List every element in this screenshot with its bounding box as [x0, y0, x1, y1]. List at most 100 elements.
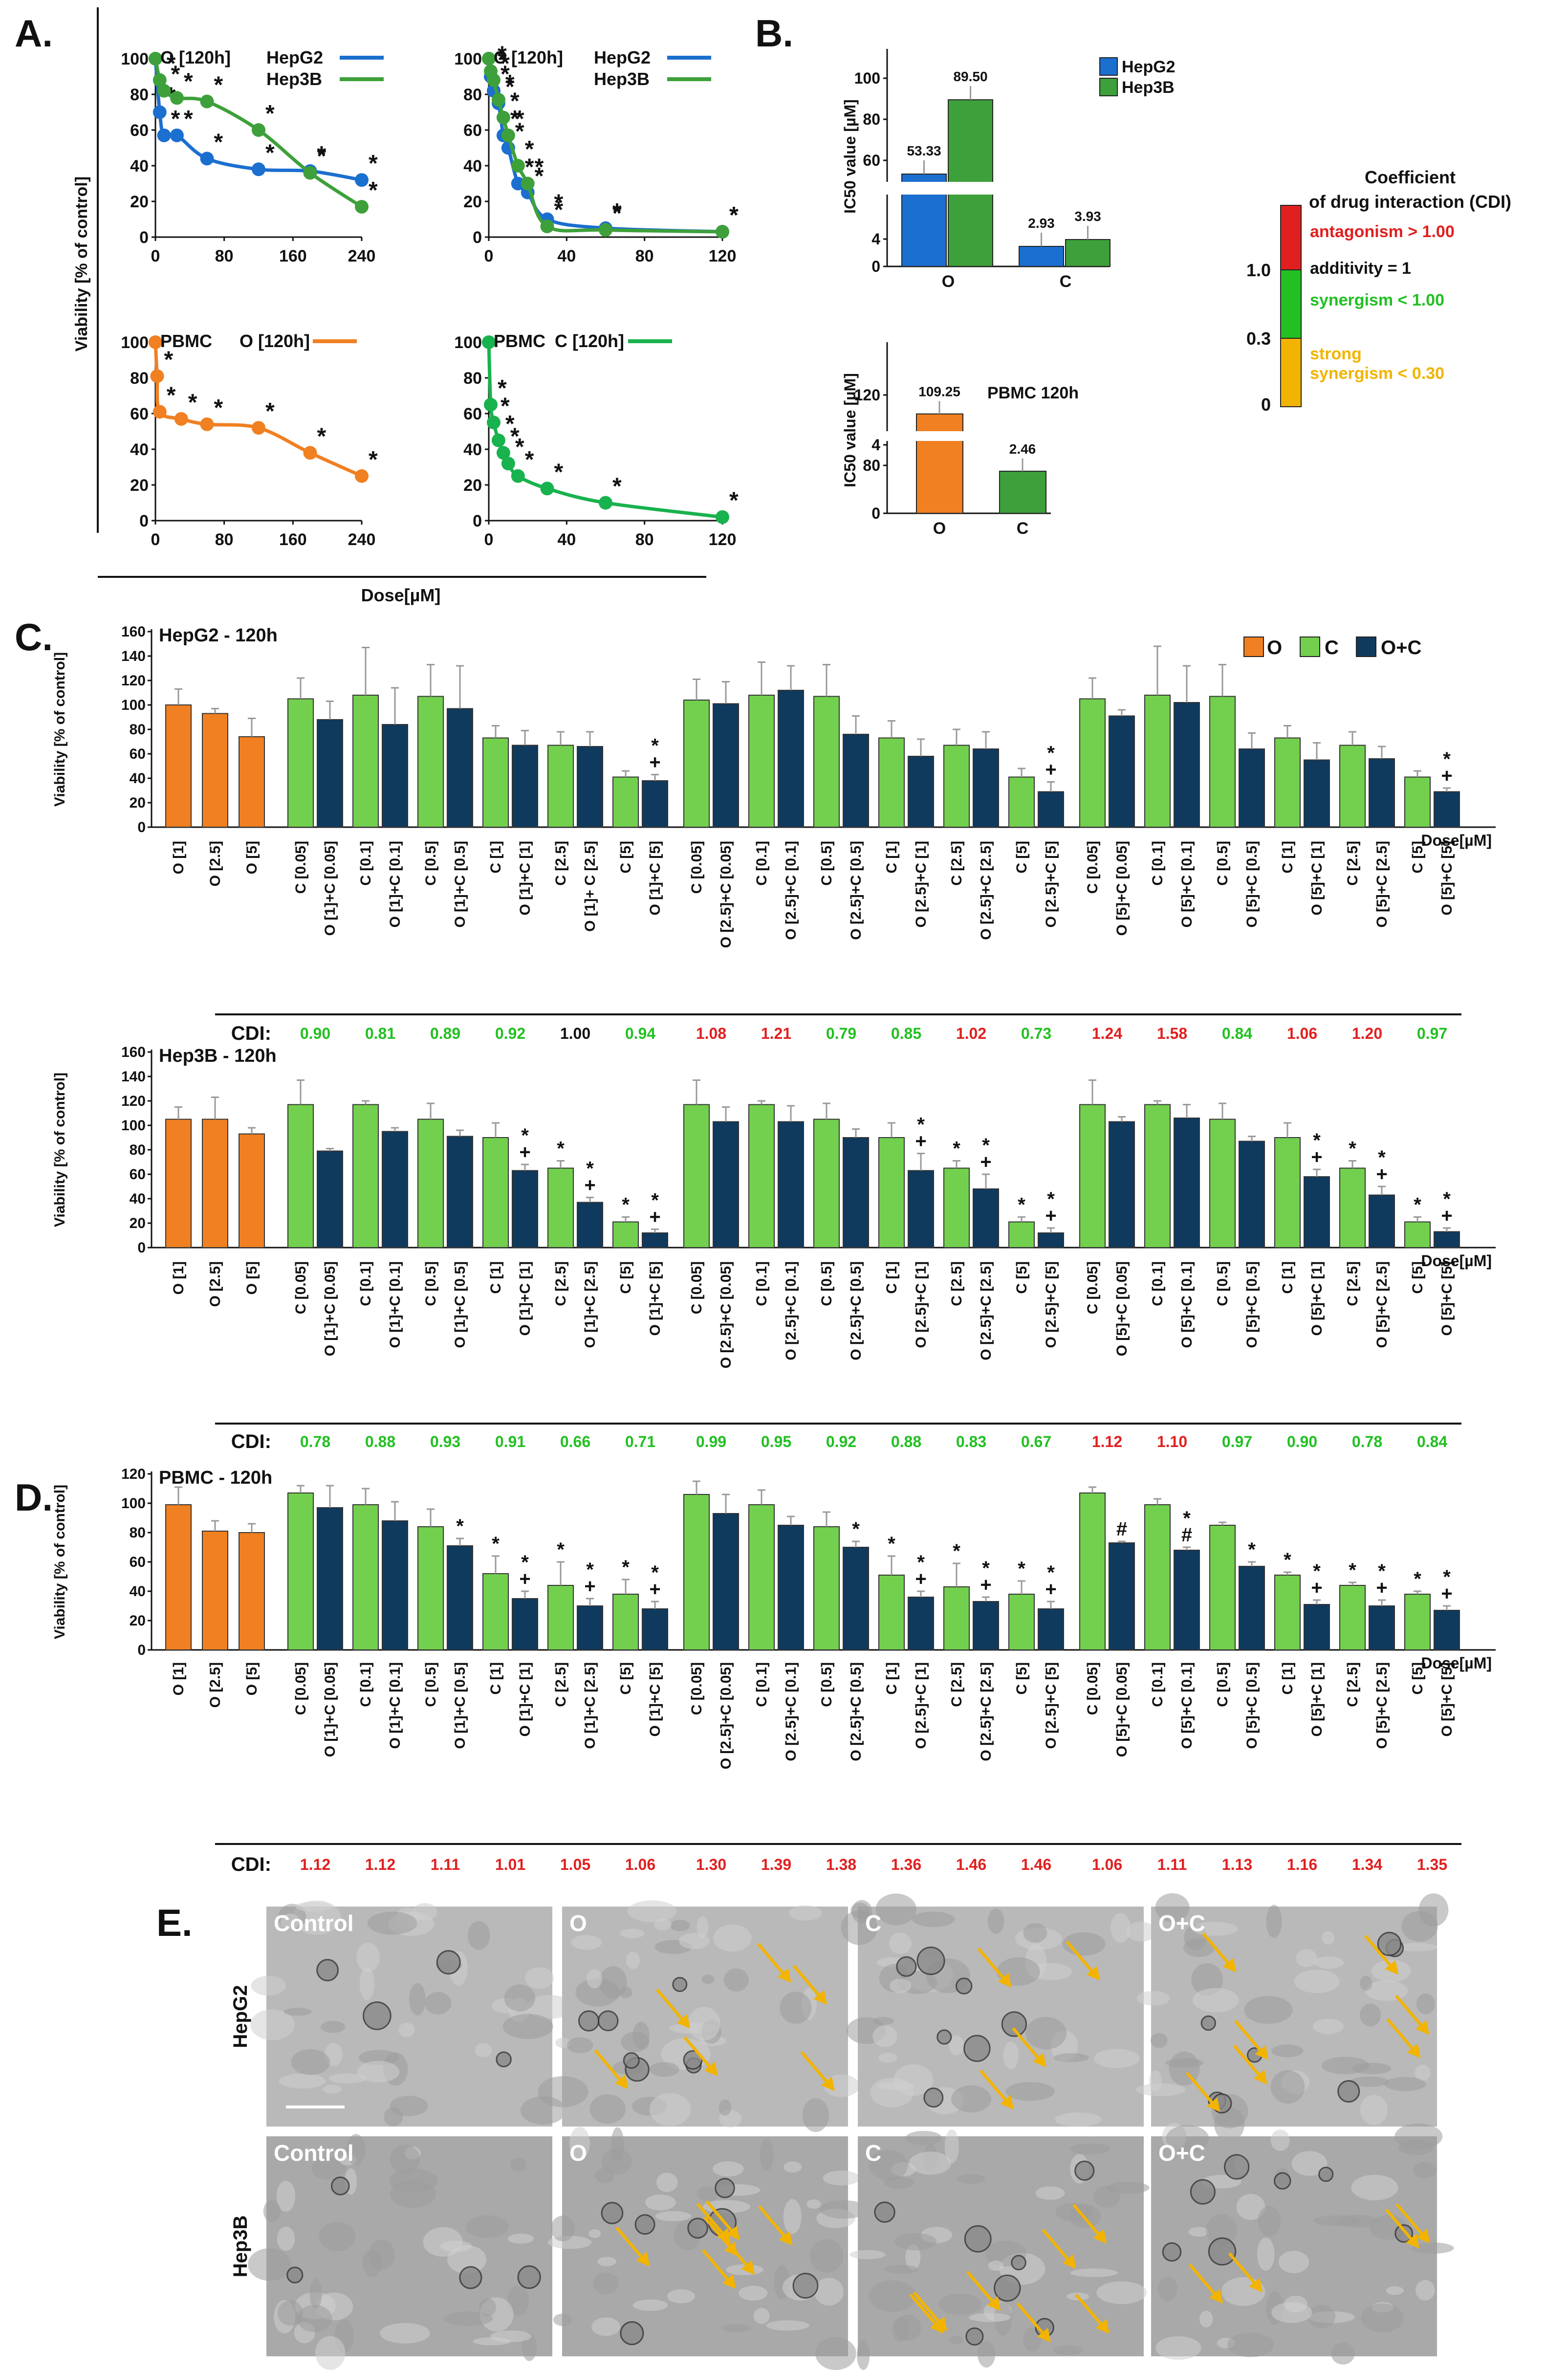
cell-texture	[295, 1901, 332, 1912]
cell-texture	[1070, 2268, 1118, 2277]
x-tick-label: 40	[557, 247, 576, 265]
cell-texture	[566, 2037, 593, 2054]
cell-texture	[1415, 2280, 1435, 2301]
cell-texture	[1270, 2070, 1305, 2104]
oc-bar	[1038, 1608, 1064, 1650]
cell-texture	[1126, 1922, 1156, 1942]
cell-texture	[1314, 1956, 1344, 1969]
cell-texture	[504, 1984, 536, 2012]
arrow-shaft	[1186, 2072, 1215, 2106]
significance-marker: *	[515, 106, 524, 132]
arrow-shaft	[1016, 2302, 1046, 2336]
oc-bar	[1109, 1542, 1135, 1650]
cell-texture	[814, 2278, 844, 2306]
cell-texture	[1351, 2174, 1398, 2200]
arrow-head-icon	[813, 1990, 828, 2005]
cell-texture	[1155, 2336, 1201, 2360]
cdi-value: 1.12	[365, 1856, 395, 1873]
data-point	[152, 405, 167, 419]
significance-marker: *	[164, 347, 174, 373]
cell-texture	[877, 2082, 915, 2090]
micrograph-hep3b-2: C	[849, 2129, 1150, 2370]
cell	[1318, 2167, 1334, 2182]
cell-texture	[473, 2337, 511, 2346]
bar-category-label: O [5]+C [2.5]	[1374, 1662, 1390, 1749]
panel-label-a: A.	[15, 12, 53, 55]
cell-texture	[248, 2248, 292, 2281]
cdi-value: 1.05	[560, 1856, 590, 1873]
oc-bar	[317, 719, 343, 828]
series-line-pbmc-c	[487, 342, 723, 519]
cell-texture	[697, 2186, 719, 2201]
micrograph-label: Control	[274, 1910, 354, 1936]
cell	[936, 2029, 952, 2045]
data-point	[716, 225, 729, 239]
cdi-value: 0.84	[1222, 1025, 1252, 1042]
cell-texture	[869, 2150, 908, 2181]
cell	[1001, 2011, 1027, 2037]
bar-category-label: C [2.5]	[1345, 1261, 1361, 1306]
panel-c-hepg2: 0 20 40 60 80 100 120 140 160 HepG2 - 120h Viabili…	[52, 624, 1496, 1044]
data-point	[599, 223, 612, 237]
cell-texture	[276, 2181, 296, 2212]
oc-bar	[778, 1121, 804, 1248]
y-tick-label: 80	[130, 1142, 146, 1158]
legend-swatch	[1099, 78, 1118, 96]
y-tick-label: 40	[130, 1583, 146, 1600]
c-bar	[1144, 1104, 1171, 1248]
cell	[1162, 2242, 1182, 2262]
arrow-shaft	[615, 2226, 645, 2260]
o-bar	[165, 1504, 192, 1650]
significance-marker: *	[953, 1138, 960, 1160]
x-tick-label: 80	[635, 530, 654, 549]
y-tick-label: 100	[121, 697, 146, 713]
cell-texture	[620, 1929, 645, 1938]
bar-category-label: O [1]	[171, 841, 187, 874]
y-tick-label: 100	[121, 1495, 146, 1512]
bar-category-label: O [1]+C [0.5]	[452, 1662, 468, 1749]
cell-texture	[575, 1978, 620, 2007]
bar-category-label: C [5]	[1014, 1662, 1030, 1695]
cell	[496, 2051, 512, 2067]
arrow-shaft	[655, 1988, 685, 2022]
cell-texture	[467, 1921, 490, 1950]
data-point	[152, 73, 167, 87]
bar-category-label: O [5]	[244, 841, 260, 874]
bar-category-label: O [1]+ C [2.5]	[582, 841, 598, 932]
oc-bar	[1109, 715, 1135, 828]
cdi-tick-label: 0.3	[1246, 329, 1271, 349]
significance-marker: *	[612, 474, 622, 500]
bar-category-label: C [0.1]	[754, 1261, 770, 1306]
cell-texture	[889, 1978, 912, 1993]
cdi-label: CDI:	[231, 1431, 271, 1452]
significance-marker: *	[317, 142, 327, 168]
significance-marker: *	[505, 70, 515, 96]
bar-category-label: O [1]+C [1]	[517, 1662, 533, 1737]
c-bar	[417, 1526, 444, 1650]
row-label-hep3b: Hep3B	[230, 2216, 251, 2278]
cell-texture	[413, 1903, 437, 1921]
cell	[1208, 2237, 1237, 2266]
micrograph-label: O	[569, 1910, 587, 1936]
oc-bar	[908, 756, 934, 828]
cell	[436, 1950, 461, 1975]
viability-axis-label: Viability [% of control]	[52, 1073, 68, 1227]
cell-texture	[697, 1916, 709, 1938]
arrow-head-icon	[821, 2076, 835, 2091]
c-bar	[1008, 1221, 1035, 1248]
cell-texture	[806, 2199, 821, 2209]
significance-marker: *	[214, 395, 223, 421]
cell-texture	[894, 2315, 921, 2341]
cell-texture	[969, 2313, 1011, 2322]
significance-marker: *	[171, 62, 180, 88]
cell-texture	[626, 1951, 640, 1969]
cdi-scale-strong-synergism	[1280, 338, 1302, 407]
significance-marker: *	[525, 154, 534, 180]
category-label: C	[1060, 272, 1072, 291]
arrow-shaft	[1234, 2019, 1263, 2054]
cell-texture	[824, 2074, 860, 2097]
bar-category-label: C [0.1]	[1150, 1261, 1166, 1306]
bar-category-label: C [1]	[1280, 1261, 1296, 1294]
significance-marker: *	[982, 1135, 990, 1156]
arrow-head-icon	[1416, 2228, 1430, 2243]
